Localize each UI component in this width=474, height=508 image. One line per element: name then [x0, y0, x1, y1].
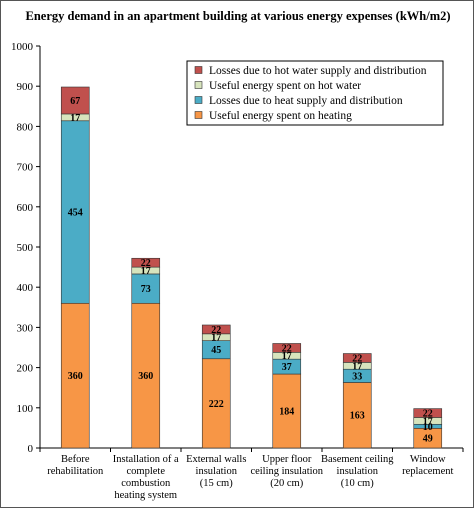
legend-box	[186, 60, 444, 126]
category-label: External walls insulation (15 cm)	[186, 454, 246, 489]
bar-segment	[272, 373, 302, 449]
bar-segment	[60, 120, 90, 304]
data-label: 37	[282, 362, 292, 373]
bar-segment	[131, 273, 161, 304]
bar-segment	[131, 257, 161, 268]
category-label-line: (20 cm)	[270, 478, 303, 489]
legend-label: Useful energy spent on hot water	[209, 80, 361, 92]
axes: 0 100 200 300 400 500 600 700 800 900 1000	[11, 41, 464, 455]
y-tick-label: 900	[17, 81, 34, 93]
category-label-line: Window	[410, 454, 446, 465]
data-label: 22	[423, 409, 433, 420]
y-tick-label: 300	[17, 322, 34, 334]
data-label: 33	[352, 371, 362, 382]
category-label-line: Basement ceiling	[321, 454, 394, 465]
y-tick-label: 700	[17, 162, 34, 174]
data-label: 10	[423, 422, 433, 433]
bar-segment	[201, 358, 231, 449]
legend-label: Useful energy spent on heating	[209, 110, 352, 122]
data-label: 45	[211, 345, 221, 356]
category-label-line: External walls	[186, 454, 246, 465]
data-label: 67	[70, 96, 80, 107]
data-label: 17	[211, 333, 221, 344]
legend: Losses due to hot water supply and distr…	[186, 60, 444, 126]
data-label: 22	[352, 353, 362, 364]
bar-segment	[201, 324, 231, 335]
y-tick-label: 100	[17, 403, 34, 415]
bar-segment	[272, 343, 302, 353]
y-tick-label: 1000	[11, 41, 34, 53]
legend-swatch	[194, 96, 203, 104]
category-label-line: rehabilitation	[47, 466, 104, 477]
bar-segment	[60, 86, 90, 115]
y-tick-label: 500	[17, 242, 34, 254]
data-label: 163	[350, 411, 365, 422]
data-label: 454	[68, 208, 83, 219]
legend-label: Losses due to heat supply and distributi…	[209, 95, 403, 107]
data-labels: 3604541767360731722222451722184371722163…	[68, 96, 433, 445]
category-label-line: (15 cm)	[200, 478, 233, 489]
y-tick-label: 800	[17, 121, 34, 133]
data-label: 73	[141, 284, 151, 295]
data-label: 17	[70, 113, 80, 124]
y-tick-label: 200	[17, 363, 34, 375]
y-tick-label: 400	[17, 282, 34, 294]
chart-title: Energy demand in an apartment building a…	[25, 9, 450, 23]
category-label: Upper floor ceiling insulation (20 cm)	[250, 454, 323, 489]
legend-swatch	[194, 66, 203, 74]
category-label: Window replacement	[402, 454, 453, 477]
category-label: Installation of a complete combustion heati…	[113, 454, 179, 501]
category-label-line: heating system	[114, 490, 177, 501]
data-label: 17	[352, 361, 362, 372]
legend-swatch	[194, 81, 203, 89]
category-label-line: Upper floor	[262, 454, 312, 465]
data-label: 22	[282, 343, 292, 354]
y-tick-label: 0	[28, 443, 34, 455]
data-label: 17	[423, 416, 433, 427]
category-label-line: insulation	[337, 466, 379, 477]
category-label-line: replacement	[402, 466, 453, 477]
bar-segment	[413, 408, 443, 418]
legend-swatch	[194, 111, 203, 119]
category-label-line: combustion	[121, 478, 171, 489]
category-label-line: Installation of a	[113, 454, 179, 465]
category-label-line: Before	[61, 454, 90, 465]
data-label: 222	[209, 399, 224, 410]
category-label-line: (10 cm)	[341, 478, 374, 489]
data-label: 360	[138, 371, 153, 382]
data-label: 17	[141, 266, 151, 277]
category-label: Basement ceiling insulation (10 cm)	[321, 454, 394, 489]
category-label-line: complete	[127, 466, 166, 477]
bar-segment	[342, 353, 372, 363]
y-tick-label: 600	[17, 202, 34, 214]
bar-segment	[342, 382, 372, 449]
category-label-line: insulation	[196, 466, 238, 477]
bar-stacks	[60, 86, 443, 449]
data-label: 184	[279, 407, 294, 418]
category-label: Before rehabilitation	[47, 454, 104, 477]
data-label: 22	[141, 258, 151, 269]
data-label: 49	[423, 434, 433, 445]
category-label-line: ceiling insulation	[250, 466, 323, 477]
data-label: 17	[282, 351, 292, 362]
legend-label: Losses due to hot water supply and distr…	[209, 65, 427, 77]
bar-segment	[131, 302, 161, 449]
data-label: 22	[211, 325, 221, 336]
data-label: 360	[68, 371, 83, 382]
